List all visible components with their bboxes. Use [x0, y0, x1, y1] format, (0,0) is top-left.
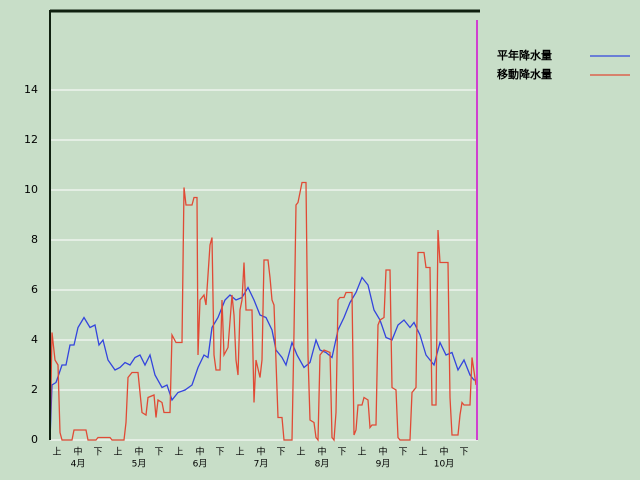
series-line — [49, 181, 477, 442]
x-tick-label: 中 — [378, 446, 387, 458]
x-tick-label: 上 — [52, 447, 61, 458]
x-tick-label: 上 — [296, 447, 305, 458]
y-tick-label: 4 — [31, 333, 38, 346]
month-label: 10月 — [434, 459, 454, 470]
x-tick-label: 下 — [215, 448, 224, 458]
y-tick-label: 6 — [31, 283, 38, 296]
month-label: 6月 — [193, 459, 208, 470]
x-tick-label: 上 — [174, 447, 183, 458]
x-tick-label: 下 — [398, 448, 407, 458]
month-label: 4月 — [71, 459, 86, 470]
x-tick-label: 中 — [73, 446, 82, 458]
y-tick-label: 8 — [31, 233, 38, 246]
x-tick-label: 中 — [256, 446, 265, 458]
month-label: 5月 — [132, 459, 147, 470]
y-tick-label: 10 — [24, 183, 38, 196]
x-tick-label: 中 — [134, 446, 143, 458]
x-tick-label: 下 — [276, 448, 285, 458]
y-tick-label: 14 — [24, 83, 38, 96]
y-tick-label: 0 — [31, 433, 38, 446]
month-label: 7月 — [254, 459, 269, 470]
x-tick-label: 上 — [418, 447, 427, 458]
x-tick-label: 下 — [154, 448, 163, 458]
x-tick-label: 中 — [439, 446, 448, 458]
month-label: 8月 — [315, 459, 330, 470]
x-tick-label: 中 — [317, 446, 326, 458]
x-tick-label: 上 — [113, 447, 122, 458]
series-line — [49, 276, 476, 441]
y-tick-label: 2 — [31, 383, 38, 396]
x-tick-label: 下 — [337, 448, 346, 458]
x-tick-label: 上 — [235, 447, 244, 458]
labels: 0 2 4 6 8 10 12 14 上 中 下 上 中 下 上 中 下 上 中 下 上 中 下 上 中 下 上 中 下 4月 5月 6月 7月… — [24, 48, 630, 470]
y-tick-label: 12 — [24, 133, 38, 146]
x-tick-label: 下 — [93, 448, 102, 458]
month-label: 9月 — [376, 459, 391, 470]
x-tick-label: 中 — [195, 446, 204, 458]
legend-label: 移動降水量 — [497, 67, 552, 81]
x-tick-label: 下 — [459, 448, 468, 458]
lines — [49, 181, 477, 442]
x-tick-label: 上 — [357, 447, 366, 458]
legend-label: 平年降水量 — [497, 48, 552, 62]
